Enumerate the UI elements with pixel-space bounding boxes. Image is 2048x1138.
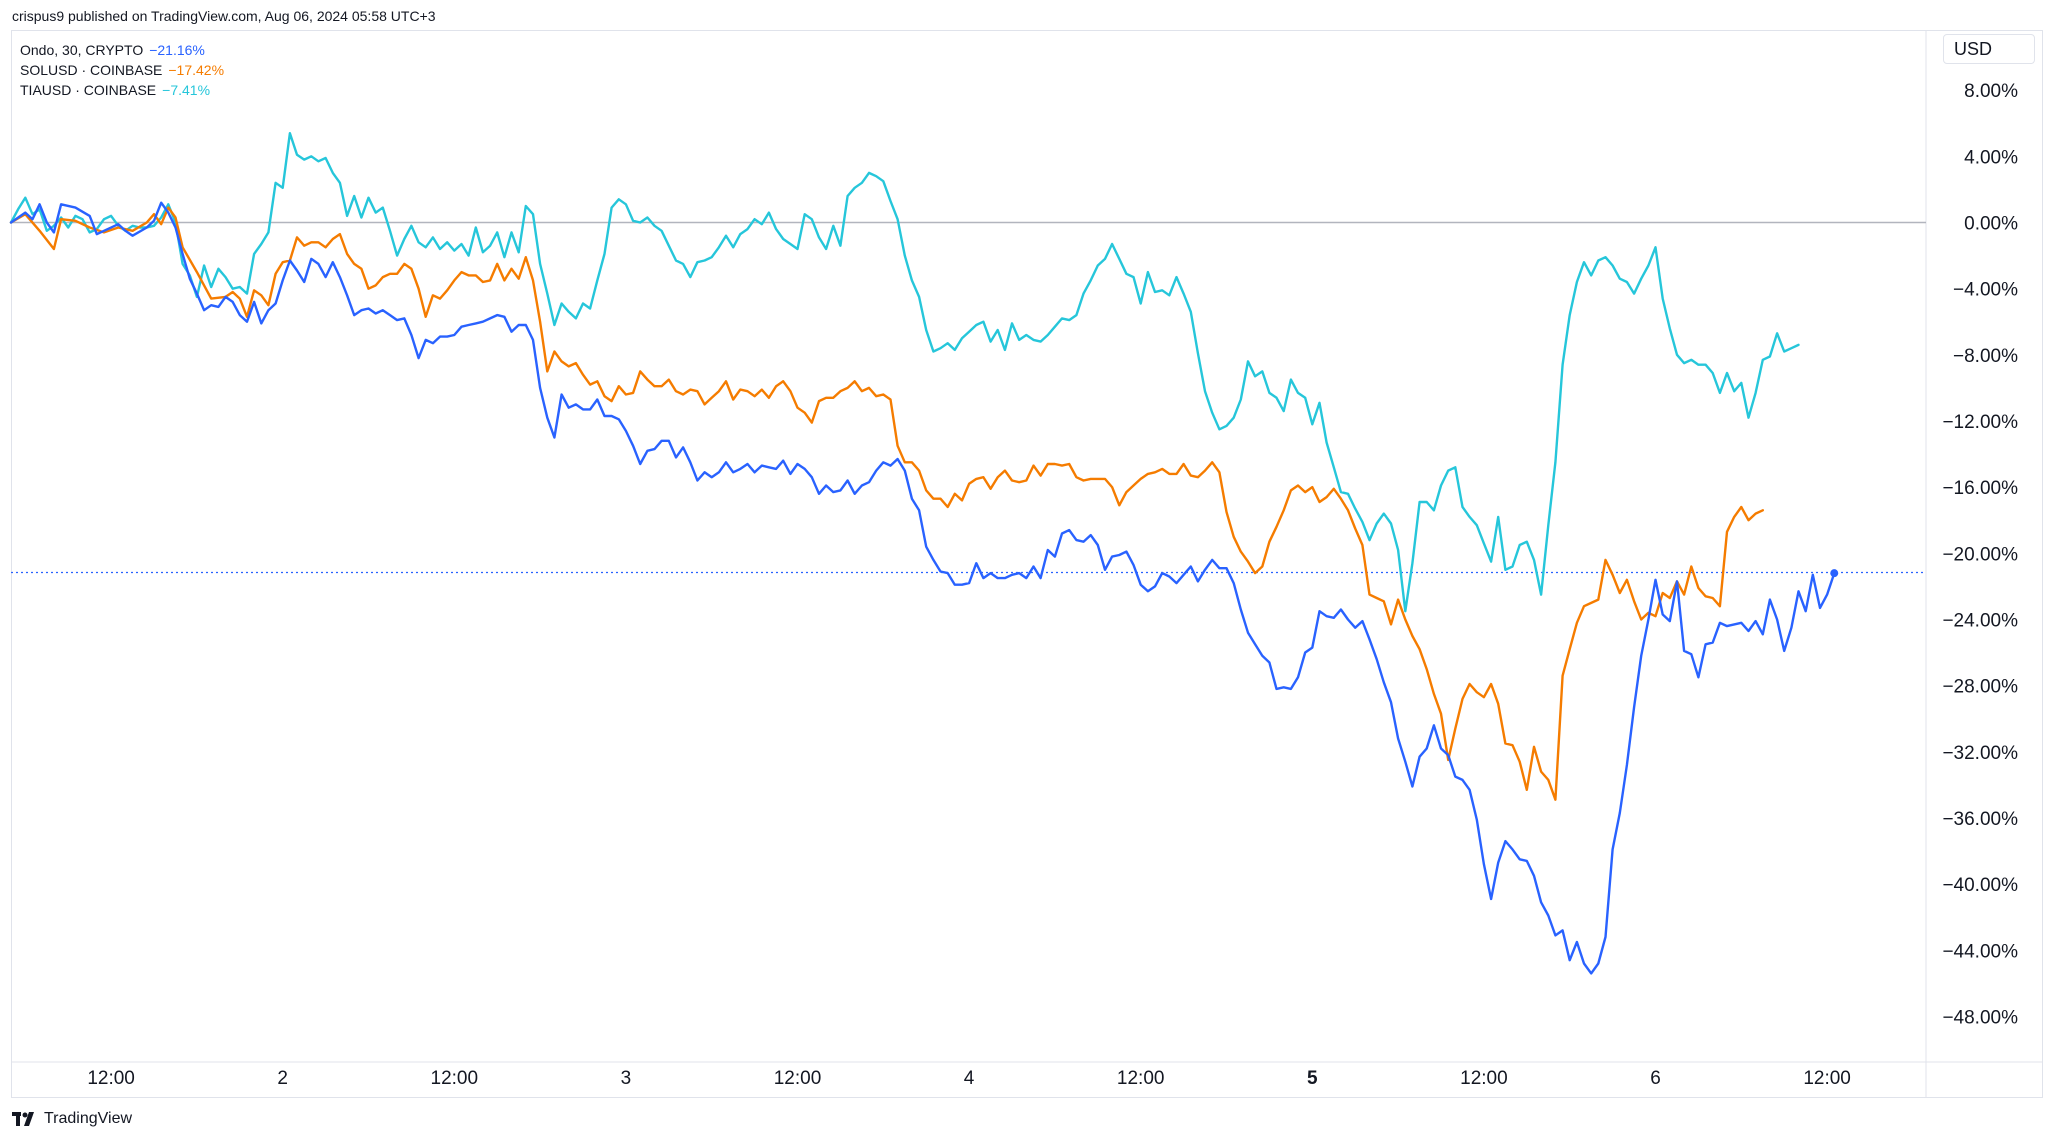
legend-symbol-ondo: Ondo, 30, CRYPTO — [20, 42, 144, 58]
y-tick-label: −40.00% — [1942, 875, 2018, 896]
y-tick-label: −12.00% — [1942, 412, 2018, 433]
legend-row-ondo[interactable]: Ondo, 30, CRYPTO −21.16% — [20, 40, 224, 60]
y-tick-label: −48.00% — [1942, 1007, 2018, 1028]
x-tick-label: 12:00 — [774, 1068, 822, 1089]
series-line-1 — [9, 206, 1764, 801]
y-tick-label: −4.00% — [1953, 280, 2018, 301]
y-tick-label: −44.00% — [1942, 941, 2018, 962]
x-tick-label: 12:00 — [431, 1068, 479, 1089]
legend-change-solusd: −17.42% — [168, 62, 225, 78]
y-tick-label: −32.00% — [1942, 743, 2018, 764]
series-line-0 — [9, 132, 1800, 613]
y-tick-label: 8.00% — [1964, 81, 2018, 102]
x-tick-label: 2 — [277, 1068, 288, 1089]
x-tick-label: 12:00 — [1117, 1068, 1165, 1089]
legend-change-tiausd: −7.41% — [162, 82, 211, 98]
x-tick-label: 4 — [964, 1068, 975, 1089]
x-tick-label: 5 — [1307, 1068, 1318, 1089]
currency-button[interactable]: USD — [1943, 34, 2035, 64]
y-tick-label: 0.00% — [1964, 214, 2018, 235]
chart-frame — [11, 30, 2043, 1098]
y-tick-label: −16.00% — [1942, 478, 2018, 499]
last-point-marker — [1830, 569, 1839, 578]
tradingview-logo-icon — [12, 1112, 34, 1126]
x-tick-label: 12:00 — [1803, 1068, 1851, 1089]
y-tick-label: −28.00% — [1942, 677, 2018, 698]
y-tick-label: −24.00% — [1942, 610, 2018, 631]
legend-row-tiausd[interactable]: TIAUSD · COINBASE −7.41% — [20, 80, 224, 100]
legend-row-solusd[interactable]: SOLUSD · COINBASE −17.42% — [20, 60, 224, 80]
y-tick-label: −36.00% — [1942, 809, 2018, 830]
y-tick-label: 4.00% — [1964, 147, 2018, 168]
x-tick-label: 12:00 — [87, 1068, 135, 1089]
y-tick-label: −20.00% — [1942, 544, 2018, 565]
y-tick-label: −8.00% — [1953, 346, 2018, 367]
x-tick-label: 12:00 — [1460, 1068, 1508, 1089]
footer-brand[interactable]: TradingView — [12, 1110, 132, 1128]
legend-symbol-tiausd: TIAUSD · COINBASE — [20, 82, 157, 98]
legend-symbol-solusd: SOLUSD · COINBASE — [20, 62, 163, 78]
legend-change-ondo: −21.16% — [149, 42, 205, 58]
legend: Ondo, 30, CRYPTO −21.16% SOLUSD · COINBAS… — [20, 40, 224, 100]
published-header: crispus9 published on TradingView.com, A… — [12, 8, 436, 24]
footer-brand-label: TradingView — [44, 1110, 133, 1127]
x-tick-label: 6 — [1650, 1068, 1661, 1089]
x-tick-label: 3 — [621, 1068, 632, 1089]
chart-svg[interactable]: 8.00% 4.00% 0.00% −4.00% −8.00% −12.00% −16.00… — [0, 0, 2048, 1100]
series-line-2 — [9, 201, 1836, 975]
